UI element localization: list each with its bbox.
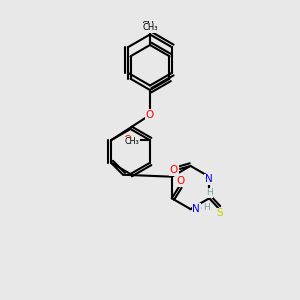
Text: O: O	[146, 110, 154, 120]
Text: O: O	[170, 165, 178, 176]
Text: N: N	[205, 174, 212, 184]
Text: CH₃: CH₃	[142, 23, 158, 32]
Text: CH₃: CH₃	[124, 137, 139, 146]
Text: O: O	[177, 176, 185, 187]
Text: N: N	[192, 204, 200, 214]
Text: S: S	[216, 208, 223, 218]
Text: CH₃: CH₃	[142, 21, 158, 30]
Text: O: O	[124, 135, 132, 145]
Text: H: H	[206, 188, 213, 197]
Text: H: H	[203, 203, 210, 212]
